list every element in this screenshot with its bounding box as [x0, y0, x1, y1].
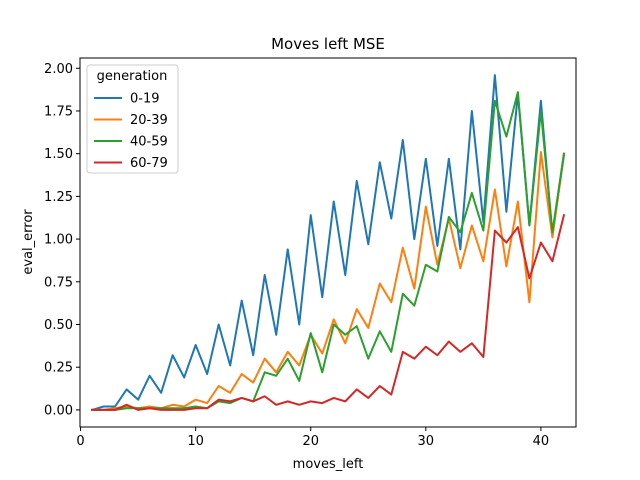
legend-label-1: 20-39 [130, 113, 168, 128]
series-layer [90, 74, 566, 412]
legend-label-3: 60-79 [130, 156, 168, 171]
y-tick-label: 1.50 [44, 147, 73, 162]
legend-label-2: 40-59 [130, 135, 168, 150]
series-line-3 [91, 213, 566, 411]
y-tick-label: 0.00 [44, 403, 73, 418]
y-tick-label: 1.25 [44, 190, 73, 205]
x-axis: 0 10 20 30 40 [76, 427, 549, 449]
y-tick-label: 1.75 [44, 104, 73, 119]
y-tick-label: 0.50 [44, 318, 73, 333]
chart-title: Moves left MSE [271, 35, 385, 53]
series-line-1 [91, 150, 566, 411]
series-line-2 [91, 91, 566, 411]
plot-frame [79, 57, 577, 428]
y-axis-label: eval_error [21, 209, 36, 275]
x-tick-label: 0 [76, 434, 84, 449]
legend: generation 0-19 20-39 40-59 60-79 [86, 64, 179, 174]
legend-entries: 0-19 20-39 40-59 60-79 [94, 92, 168, 171]
legend-title: generation [97, 69, 168, 84]
y-tick-label: 1.00 [44, 233, 73, 248]
y-tick-label: 0.75 [44, 275, 73, 290]
legend-box [86, 64, 179, 174]
y-axis: 0.00 0.25 0.50 0.75 1.00 1.25 1.50 1.75 2.00 [44, 62, 80, 418]
x-tick-label: 40 [533, 434, 550, 449]
x-tick-label: 30 [418, 434, 435, 449]
x-axis-label: moves_left [293, 457, 364, 472]
x-tick-label: 20 [302, 434, 319, 449]
series-line-0 [90, 74, 566, 412]
y-tick-label: 2.00 [44, 62, 73, 77]
y-tick-label: 0.25 [44, 361, 73, 376]
x-tick-label: 10 [187, 434, 204, 449]
legend-label-0: 0-19 [130, 92, 160, 107]
